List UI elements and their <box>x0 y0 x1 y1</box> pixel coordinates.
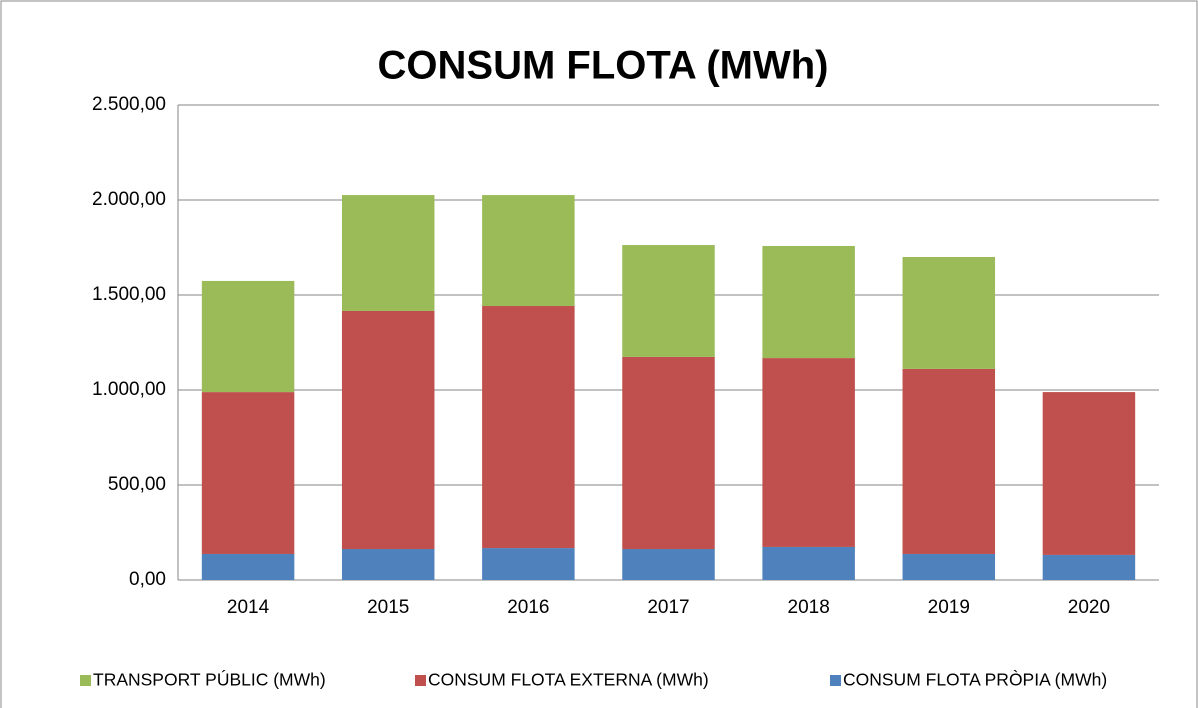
x-tick-label: 2020 <box>1068 597 1110 618</box>
bar-segment <box>622 356 715 550</box>
bar-segment <box>902 553 996 580</box>
y-tick-label: 2.500,00 <box>92 94 166 115</box>
chart-title: CONSUM FLOTA (MWh) <box>378 44 829 88</box>
y-tick-label: 500,00 <box>108 474 166 495</box>
legend-label: CONSUM FLOTA EXTERNA (MWh) <box>428 670 709 690</box>
x-tick-label: 2018 <box>788 597 830 618</box>
bar-segment <box>341 310 435 550</box>
bar-segment <box>341 195 435 311</box>
y-tick-label: 2.000,00 <box>92 189 166 210</box>
x-tick-label: 2019 <box>928 597 970 618</box>
x-tick-label: 2016 <box>507 597 549 618</box>
bar-segment <box>201 553 295 580</box>
bar-segment <box>622 245 715 357</box>
legend-swatch <box>415 675 426 686</box>
bar-segment <box>902 257 996 369</box>
legend-swatch <box>830 675 841 686</box>
legend-label: CONSUM FLOTA PRÒPIA (MWh) <box>843 669 1107 690</box>
bar-segment <box>1042 392 1136 555</box>
legend-label: TRANSPORT PÚBLIC (MWh) <box>93 669 326 690</box>
bar-segment <box>902 368 996 554</box>
x-tick-label: 2014 <box>227 597 270 618</box>
bar-segment <box>762 546 855 580</box>
bar-segment <box>341 549 435 580</box>
bar-segment <box>201 392 295 554</box>
bar-segment <box>762 358 855 547</box>
bar-segment <box>482 548 575 580</box>
legend-swatch <box>80 675 91 686</box>
y-tick-label: 0,00 <box>129 569 166 590</box>
bar-segment <box>482 306 575 549</box>
bar-segment <box>1042 554 1136 580</box>
x-tick-label: 2015 <box>367 597 409 618</box>
x-tick-label: 2017 <box>647 597 689 618</box>
y-tick-label: 1.500,00 <box>92 284 166 305</box>
bar-segment <box>762 245 855 359</box>
bar-segment <box>622 549 715 580</box>
bar-segment <box>482 195 575 307</box>
y-tick-label: 1.000,00 <box>92 379 166 400</box>
bar-segment <box>201 280 295 393</box>
